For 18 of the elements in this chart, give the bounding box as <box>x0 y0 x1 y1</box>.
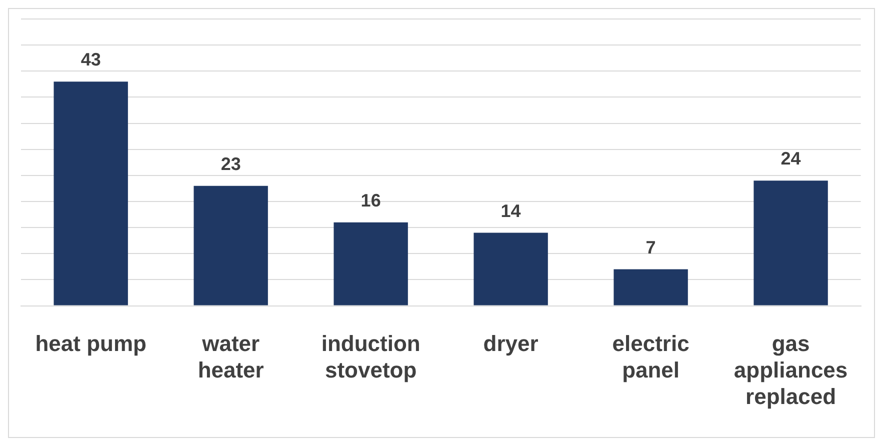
x-tick-label: gas appliances replaced <box>734 331 848 409</box>
x-tick-label: heat pump <box>35 331 146 356</box>
x-tick-label: electric panel <box>612 331 690 382</box>
x-tick-label: induction stovetop <box>321 331 420 382</box>
bar <box>754 180 828 306</box>
data-label: 16 <box>360 190 381 210</box>
data-label: 7 <box>646 237 656 258</box>
x-tick-label: water heater <box>198 331 264 382</box>
data-label: 24 <box>780 148 801 169</box>
data-label: 14 <box>500 200 521 221</box>
data-label: 23 <box>220 154 241 174</box>
bar <box>194 186 268 306</box>
bar <box>614 269 688 306</box>
data-label: 43 <box>80 50 101 70</box>
bar <box>54 82 128 306</box>
x-tick-label: dryer <box>483 331 539 356</box>
bar <box>474 232 548 306</box>
bar <box>334 222 408 306</box>
